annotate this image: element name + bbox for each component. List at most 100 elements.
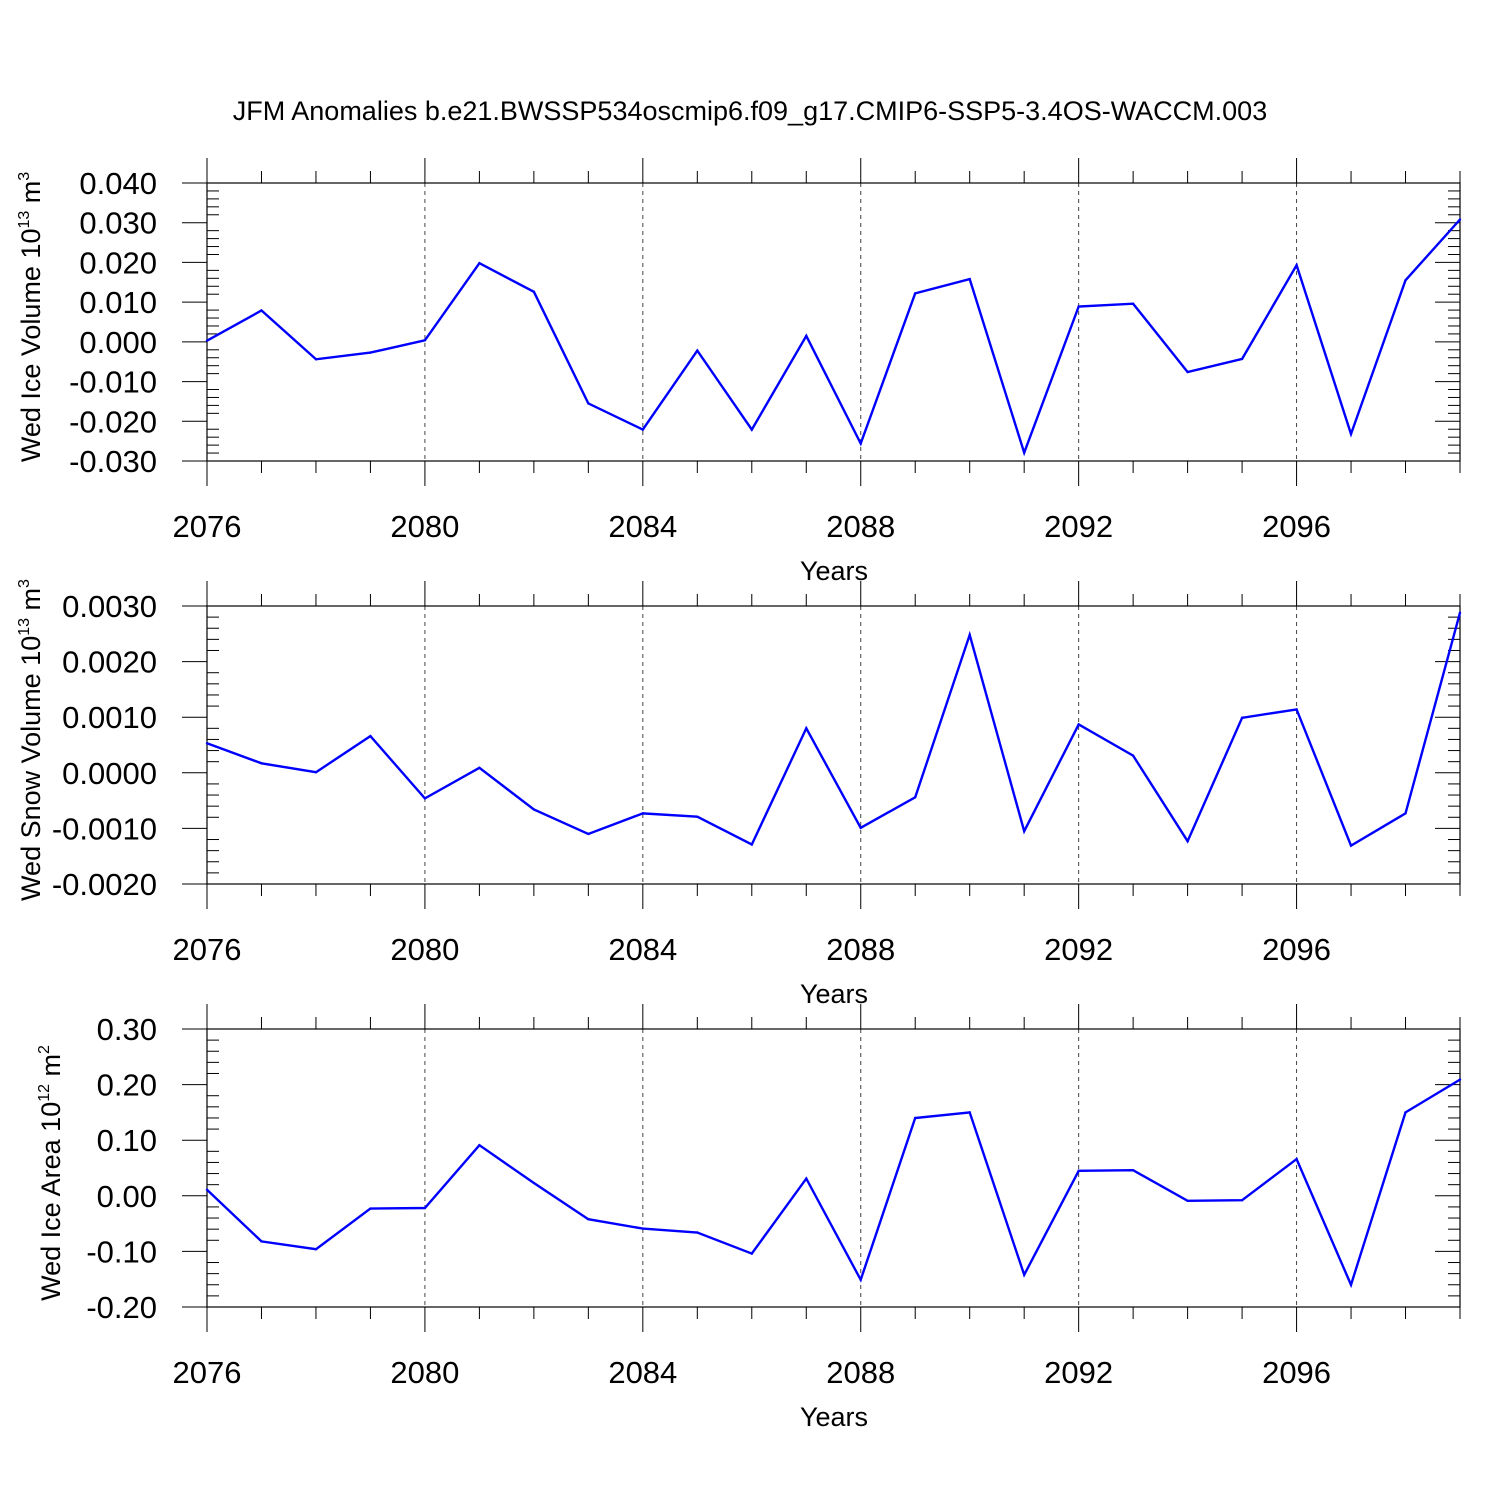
data-point [641, 428, 645, 431]
y-axis-label-unit: m [16, 181, 46, 211]
panel-ice-volume: 0.040 0.030 0.020 0.010 0.000 -0.010 -0.020 -0.… [16, 158, 1462, 586]
y-axis-label: Wed Ice Volume 1013 m3 [16, 172, 46, 462]
data-point [1077, 723, 1080, 726]
y-axis-label-exponent: 12 [36, 1084, 53, 1102]
y-tick-label: 0.020 [79, 245, 157, 280]
y-tick-label: 0.30 [97, 1012, 157, 1047]
y-tick-label: 0.000 [79, 325, 157, 360]
panels: 0.040 0.030 0.020 0.010 0.000 -0.010 -0.020 -0.… [16, 158, 1462, 1432]
data-point [1131, 754, 1135, 757]
plot-frame [206, 182, 1461, 462]
data-point [968, 633, 971, 637]
data-point [1404, 812, 1407, 815]
data-point [1240, 357, 1244, 361]
data-point [314, 1247, 318, 1251]
x-tick-label: 2084 [608, 509, 677, 544]
data-point [423, 797, 427, 800]
data-point [1458, 611, 1462, 614]
y-tick-label: -0.20 [86, 1290, 157, 1325]
data-point [1077, 1169, 1080, 1172]
data-point [1295, 708, 1298, 711]
data-point [1295, 1157, 1298, 1161]
series-line-ice-area [206, 1078, 1461, 1289]
x-tick-label: 2076 [173, 509, 242, 544]
data-point [1349, 1283, 1353, 1286]
x-axis-label: Years [800, 979, 868, 1009]
data-point [587, 402, 590, 405]
y-tick-label: -0.010 [69, 365, 157, 400]
y-tick-label: 0.0000 [62, 756, 157, 791]
y-axis-label: Wed Snow Volume 1013 m3 [16, 579, 46, 901]
data-point [859, 1278, 862, 1281]
data-point [587, 1217, 590, 1221]
data-point [260, 1240, 263, 1243]
x-tick-label: 2092 [1044, 509, 1113, 544]
data-point [1022, 829, 1026, 833]
x-tick-label: 2080 [390, 1355, 459, 1390]
data-point [478, 766, 481, 769]
data-point [1295, 264, 1298, 267]
data-point [1131, 302, 1135, 305]
x-tick-label: 2088 [826, 1355, 895, 1390]
x-tick-label: 2084 [608, 1355, 677, 1390]
figure-title: JFM Anomalies b.e21.BWSSP534oscmip6.f09_… [233, 96, 1267, 126]
data-point [260, 309, 263, 312]
y-tick-label: 0.040 [79, 166, 157, 201]
y-axis-label-unit: m [36, 1054, 66, 1084]
data-point [1349, 432, 1353, 436]
data-point [641, 1227, 645, 1230]
y-axis-label-unit-exponent: 3 [16, 579, 33, 588]
data-point [205, 742, 209, 745]
data-point [1240, 716, 1244, 719]
data-point [1404, 1111, 1407, 1114]
y-tick-label: 0.0010 [62, 700, 157, 735]
x-tick-label: 2080 [390, 509, 459, 544]
y-tick-label: -0.0010 [52, 811, 157, 846]
y-tick-label: -0.0020 [52, 867, 157, 902]
y-axis-label: Wed Ice Area 1012 m2 [36, 1045, 66, 1301]
series-line-snow-volume [206, 612, 1462, 848]
data-point [1404, 279, 1407, 282]
x-tick-label: 2096 [1262, 932, 1331, 967]
data-point [696, 349, 699, 352]
series-line-ice-volume [206, 218, 1461, 457]
data-point [859, 442, 862, 445]
data-point [696, 815, 699, 818]
data-point [1186, 839, 1189, 843]
y-axis-label-text: Wed Ice Area 10 [36, 1102, 66, 1301]
y-tick-label: 0.10 [97, 1123, 157, 1158]
data-point [369, 734, 372, 738]
x-tick-label: 2080 [390, 932, 459, 967]
y-tick-label: 0.010 [79, 285, 157, 320]
data-point [532, 290, 536, 294]
data-point [423, 1206, 427, 1210]
data-point [805, 334, 808, 338]
data-point [478, 1144, 481, 1147]
x-tick-label: 2088 [826, 509, 895, 544]
data-point [914, 292, 917, 295]
x-tick-label: 2096 [1262, 1355, 1331, 1390]
x-tick-label: 2096 [1262, 509, 1331, 544]
plot-frame [206, 605, 1461, 885]
data-point [805, 727, 808, 730]
y-axis-label-unit-exponent: 3 [16, 172, 33, 181]
data-point [750, 1252, 753, 1255]
y-axis-label-unit-exponent: 2 [36, 1045, 53, 1054]
x-tick-label: 2084 [608, 932, 677, 967]
data-point [968, 277, 971, 281]
data-point [1458, 218, 1462, 221]
data-point [641, 812, 645, 815]
y-axis-label-exponent: 13 [16, 211, 33, 229]
panel-snow-volume: 0.0030 0.0020 0.0010 0.0000 -0.0010 -0.0020 20… [16, 579, 1462, 1009]
data-point [423, 339, 427, 342]
data-point [1186, 370, 1189, 374]
x-tick-label: 2088 [826, 932, 895, 967]
data-point [587, 832, 590, 836]
data-point [1022, 1273, 1026, 1276]
data-point [859, 826, 862, 830]
data-point [260, 762, 263, 765]
y-tick-label: -0.020 [69, 404, 157, 439]
y-axis-label-text: Wed Snow Volume 10 [16, 636, 46, 901]
data-point [914, 1116, 917, 1120]
data-point [805, 1177, 808, 1180]
